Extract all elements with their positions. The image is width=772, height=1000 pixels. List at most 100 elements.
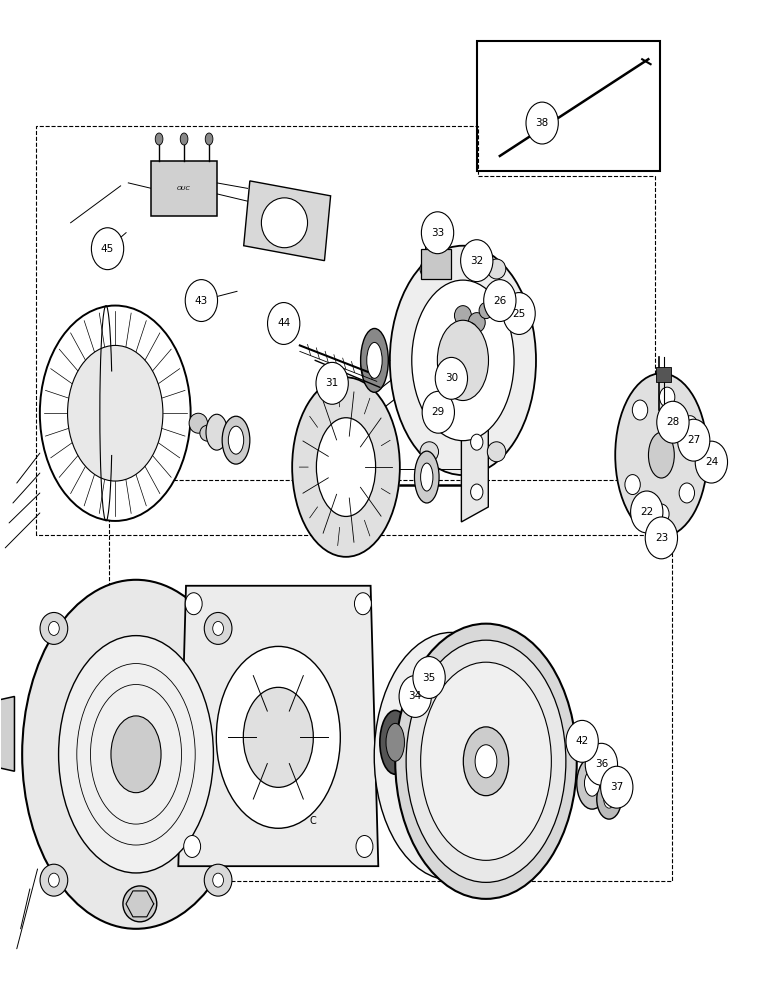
Text: 44: 44 [277,318,290,328]
Ellipse shape [455,306,472,325]
Polygon shape [0,696,15,771]
Ellipse shape [180,133,188,145]
Ellipse shape [584,770,600,796]
Ellipse shape [438,320,489,401]
Circle shape [435,357,468,399]
Circle shape [91,228,124,270]
Ellipse shape [487,442,506,462]
Ellipse shape [463,322,477,339]
Circle shape [678,419,709,461]
Circle shape [632,400,648,420]
Text: 27: 27 [687,435,700,445]
Ellipse shape [123,886,157,922]
Circle shape [213,621,224,635]
Ellipse shape [604,790,615,808]
Circle shape [354,593,371,615]
Circle shape [184,836,201,857]
Ellipse shape [229,426,244,454]
Polygon shape [462,412,489,522]
Ellipse shape [67,345,163,481]
Polygon shape [178,586,378,866]
Circle shape [654,504,669,524]
Text: 26: 26 [493,296,506,306]
Circle shape [268,303,300,344]
Ellipse shape [216,646,340,828]
Circle shape [49,873,59,887]
Text: 23: 23 [655,533,668,543]
Circle shape [484,280,516,321]
Ellipse shape [22,580,250,929]
Ellipse shape [421,662,551,860]
Polygon shape [244,181,330,261]
Circle shape [356,836,373,857]
Ellipse shape [40,612,68,644]
Circle shape [585,743,618,785]
Text: 35: 35 [422,673,435,683]
Ellipse shape [615,373,707,537]
Ellipse shape [317,418,376,516]
Circle shape [645,517,678,559]
Ellipse shape [412,706,432,742]
Text: C: C [310,816,317,826]
Ellipse shape [406,640,566,882]
Text: 43: 43 [195,296,208,306]
Ellipse shape [463,727,509,796]
Ellipse shape [420,442,438,462]
Ellipse shape [420,259,438,279]
Circle shape [471,484,483,500]
Ellipse shape [577,757,608,809]
Circle shape [679,483,695,503]
Text: 36: 36 [594,759,608,769]
Text: 33: 33 [431,228,444,238]
Ellipse shape [222,416,250,464]
Ellipse shape [374,632,529,880]
Ellipse shape [487,259,506,279]
Circle shape [601,766,633,808]
Circle shape [659,387,675,407]
Ellipse shape [292,377,400,557]
Ellipse shape [205,612,232,644]
Ellipse shape [469,313,486,332]
Text: 30: 30 [445,373,458,383]
Circle shape [566,720,598,762]
Circle shape [422,391,455,433]
Circle shape [625,475,640,495]
Ellipse shape [367,342,382,378]
Text: 22: 22 [640,507,653,517]
Bar [151,161,217,216]
Text: 24: 24 [705,457,718,467]
Ellipse shape [415,451,439,503]
Text: 45: 45 [101,244,114,254]
Bar [656,367,671,382]
Circle shape [316,362,348,404]
Ellipse shape [111,716,161,793]
Text: 29: 29 [432,407,445,417]
Ellipse shape [243,687,313,787]
Ellipse shape [155,133,163,145]
Ellipse shape [205,133,213,145]
Text: 25: 25 [513,309,526,319]
Circle shape [682,416,698,436]
Circle shape [631,491,663,533]
Ellipse shape [479,302,493,319]
Text: OUC: OUC [177,186,191,191]
Ellipse shape [395,624,577,899]
Circle shape [444,706,459,726]
Circle shape [213,873,224,887]
Bar [422,249,451,279]
Circle shape [471,434,483,450]
Ellipse shape [648,432,674,478]
Circle shape [422,212,454,254]
Text: 37: 37 [610,782,624,792]
Ellipse shape [189,413,208,433]
Circle shape [413,657,445,698]
Ellipse shape [205,864,232,896]
Ellipse shape [380,710,411,774]
Text: 42: 42 [576,736,589,746]
Circle shape [696,441,727,483]
Ellipse shape [411,280,514,441]
Bar [477,41,660,171]
Ellipse shape [421,463,433,491]
Ellipse shape [40,306,191,521]
Circle shape [526,102,558,144]
